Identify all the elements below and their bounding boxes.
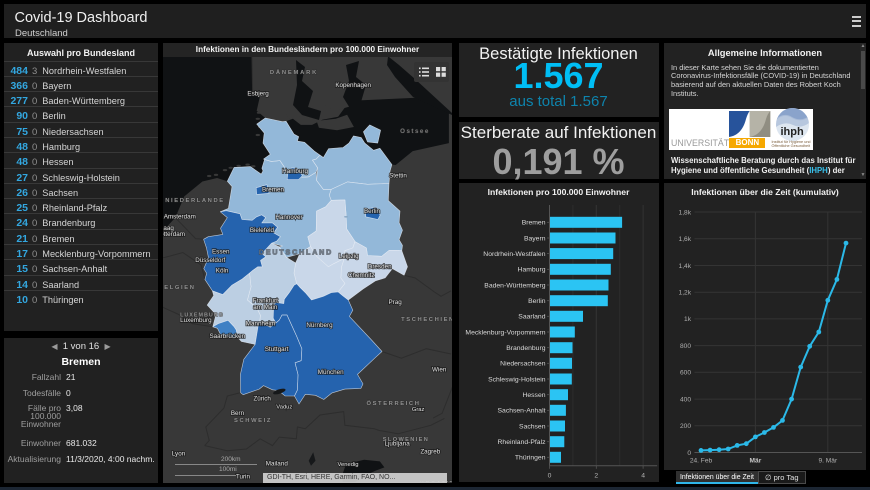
svg-text:Sachsen: Sachsen — [519, 423, 546, 430]
svg-text:Baden-Württemberg: Baden-Württemberg — [484, 282, 545, 289]
svg-text:Venedig: Venedig — [338, 462, 359, 468]
svg-text:Hannover: Hannover — [275, 214, 302, 221]
svg-text:Wien: Wien — [432, 366, 447, 373]
svg-text:Stuttgart: Stuttgart — [265, 346, 289, 353]
svg-text:4: 4 — [641, 472, 645, 479]
svg-text:Rotterdam: Rotterdam — [163, 231, 185, 238]
svg-text:Rheinland-Pfalz: Rheinland-Pfalz — [497, 439, 546, 446]
svg-text:Nürnberg: Nürnberg — [306, 322, 333, 329]
svg-text:Brandenburg: Brandenburg — [506, 345, 546, 352]
svg-text:Ljubljana: Ljubljana — [384, 441, 410, 448]
svg-text:Schleswig-Holstein: Schleswig-Holstein — [488, 376, 546, 383]
svg-text:Frankfurt: Frankfurt — [253, 297, 278, 304]
svg-text:Saarland: Saarland — [518, 313, 545, 320]
svg-text:München: München — [318, 369, 344, 376]
svg-text:Hessen: Hessen — [522, 392, 545, 399]
svg-text:Bremen: Bremen — [262, 186, 285, 193]
svg-text:Niedersachsen: Niedersachsen — [500, 360, 546, 367]
svg-text:TSCHECHIEN: TSCHECHIEN — [401, 317, 452, 323]
svg-text:2: 2 — [594, 472, 598, 479]
svg-text:24. Feb: 24. Feb — [690, 457, 713, 464]
svg-text:Prag: Prag — [388, 299, 402, 306]
svg-text:Hamburg: Hamburg — [282, 168, 308, 175]
svg-text:0: 0 — [547, 472, 551, 479]
svg-text:SLOWENIEN: SLOWENIEN — [383, 437, 429, 443]
svg-text:Esbjerg: Esbjerg — [247, 91, 269, 98]
svg-text:DEUTSCHLAND: DEUTSCHLAND — [259, 250, 333, 257]
svg-text:Stettin: Stettin — [389, 173, 407, 180]
svg-text:Köln: Köln — [216, 268, 229, 275]
svg-text:Haag: Haag — [163, 225, 174, 232]
svg-text:Berlin: Berlin — [364, 208, 381, 215]
svg-text:Amsterdam: Amsterdam — [164, 213, 196, 220]
svg-text:DÄNEMARK: DÄNEMARK — [270, 69, 318, 76]
svg-text:1,8k: 1,8k — [679, 209, 692, 216]
svg-text:1k: 1k — [684, 316, 692, 323]
svg-text:Bielefeld: Bielefeld — [250, 227, 275, 234]
svg-text:Luxemburg: Luxemburg — [180, 317, 212, 324]
svg-text:Nordrhein-Westfalen: Nordrhein-Westfalen — [483, 251, 545, 258]
svg-text:Zagreb: Zagreb — [420, 449, 440, 456]
svg-text:Zürich: Zürich — [253, 396, 271, 403]
svg-text:Berlin: Berlin — [528, 298, 546, 305]
svg-text:am Main: am Main — [253, 304, 278, 311]
svg-text:Vaduz: Vaduz — [276, 405, 292, 411]
svg-text:9. Mär: 9. Mär — [818, 457, 837, 464]
svg-text:Bremen: Bremen — [521, 219, 545, 226]
svg-text:1,6k: 1,6k — [679, 236, 692, 243]
svg-text:400: 400 — [680, 396, 691, 403]
svg-text:Bayern: Bayern — [523, 235, 545, 242]
svg-text:ÖSTERREICH: ÖSTERREICH — [366, 400, 420, 407]
svg-text:Düsseldorf: Düsseldorf — [195, 257, 225, 264]
svg-text:0: 0 — [687, 449, 691, 456]
svg-text:Mecklenburg-Vorpommern: Mecklenburg-Vorpommern — [465, 329, 545, 336]
svg-text:NIEDERLANDE: NIEDERLANDE — [165, 198, 224, 204]
svg-text:Turin: Turin — [236, 473, 251, 480]
svg-text:200: 200 — [680, 423, 691, 430]
svg-text:Chemnitz: Chemnitz — [348, 272, 375, 279]
svg-text:Graz: Graz — [412, 407, 425, 413]
svg-text:Thüringen: Thüringen — [514, 454, 545, 461]
svg-text:Mär: Mär — [750, 457, 762, 464]
svg-text:600: 600 — [680, 369, 691, 376]
svg-text:SCHWEIZ: SCHWEIZ — [234, 418, 272, 424]
svg-text:Essen: Essen — [212, 249, 230, 256]
svg-text:Dresden: Dresden — [368, 264, 392, 271]
svg-text:BELGIEN: BELGIEN — [163, 285, 195, 291]
svg-text:800: 800 — [680, 342, 691, 349]
svg-text:Bern: Bern — [231, 410, 245, 417]
svg-text:Mailand: Mailand — [266, 460, 289, 467]
svg-text:Lyon: Lyon — [172, 450, 186, 457]
svg-text:Ostsee: Ostsee — [400, 128, 430, 135]
svg-text:Sachsen-Anhalt: Sachsen-Anhalt — [497, 407, 545, 414]
svg-text:Kopenhagen: Kopenhagen — [335, 82, 371, 89]
svg-text:Leipzig: Leipzig — [339, 253, 359, 260]
svg-text:Saarbrücken: Saarbrücken — [209, 333, 245, 340]
svg-text:Hamburg: Hamburg — [517, 266, 545, 273]
svg-text:Mannheim: Mannheim — [246, 321, 275, 328]
svg-text:1,4k: 1,4k — [679, 262, 692, 269]
svg-text:LUXEMBURG: LUXEMBURG — [180, 313, 224, 319]
svg-text:1,2k: 1,2k — [679, 289, 692, 296]
